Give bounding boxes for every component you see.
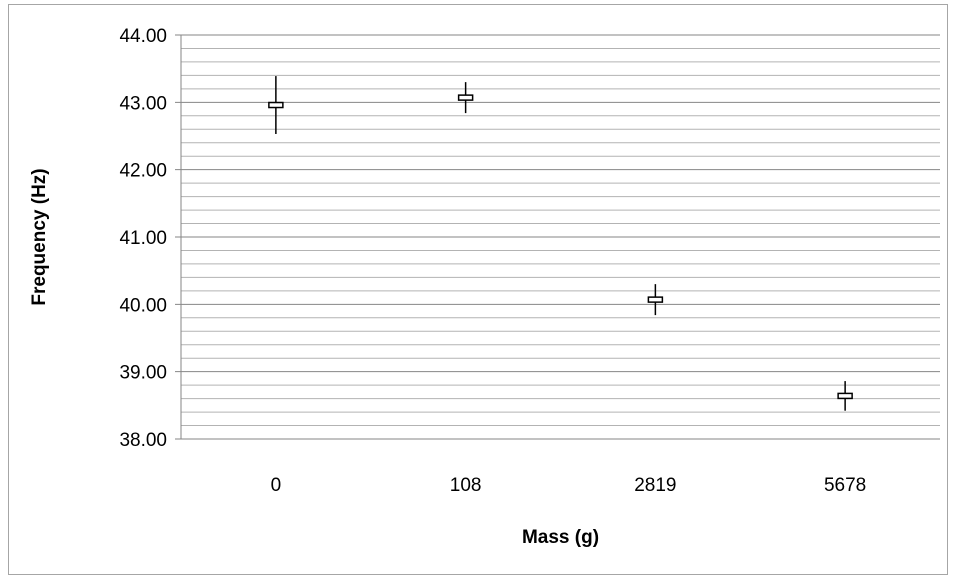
- y-tick-label: 43.00: [119, 93, 167, 114]
- y-tick-label: 41.00: [119, 228, 167, 249]
- x-tick-label: 0: [271, 475, 282, 496]
- x-tick-label: 108: [450, 475, 482, 496]
- point-marker: [457, 94, 474, 101]
- data-point: [837, 381, 853, 411]
- grid: [175, 34, 940, 440]
- y-tick-label: 39.00: [119, 363, 167, 384]
- data-point: [647, 284, 664, 316]
- x-tick-label: 2819: [634, 475, 676, 496]
- y-axis-title: Frequency (Hz): [29, 168, 50, 305]
- y-tick-label: 38.00: [119, 430, 167, 451]
- y-tick-label: 44.00: [119, 26, 167, 47]
- data-point: [268, 76, 284, 134]
- x-axis-title: Mass (g): [522, 527, 599, 548]
- x-tick-labels: 0 108 2819 5678: [271, 475, 867, 496]
- y-tick-labels: 38.00 39.00 40.00 41.00 42.00 43.00 44.00: [119, 26, 167, 451]
- data-point: [457, 82, 474, 114]
- point-marker: [647, 296, 664, 303]
- data-points: [268, 76, 853, 411]
- y-tick-label: 40.00: [119, 295, 167, 316]
- y-tick-label: 42.00: [119, 161, 167, 182]
- point-marker: [837, 392, 853, 400]
- chart-frame: [8, 4, 948, 575]
- point-marker: [268, 101, 284, 109]
- x-tick-label: 5678: [824, 475, 866, 496]
